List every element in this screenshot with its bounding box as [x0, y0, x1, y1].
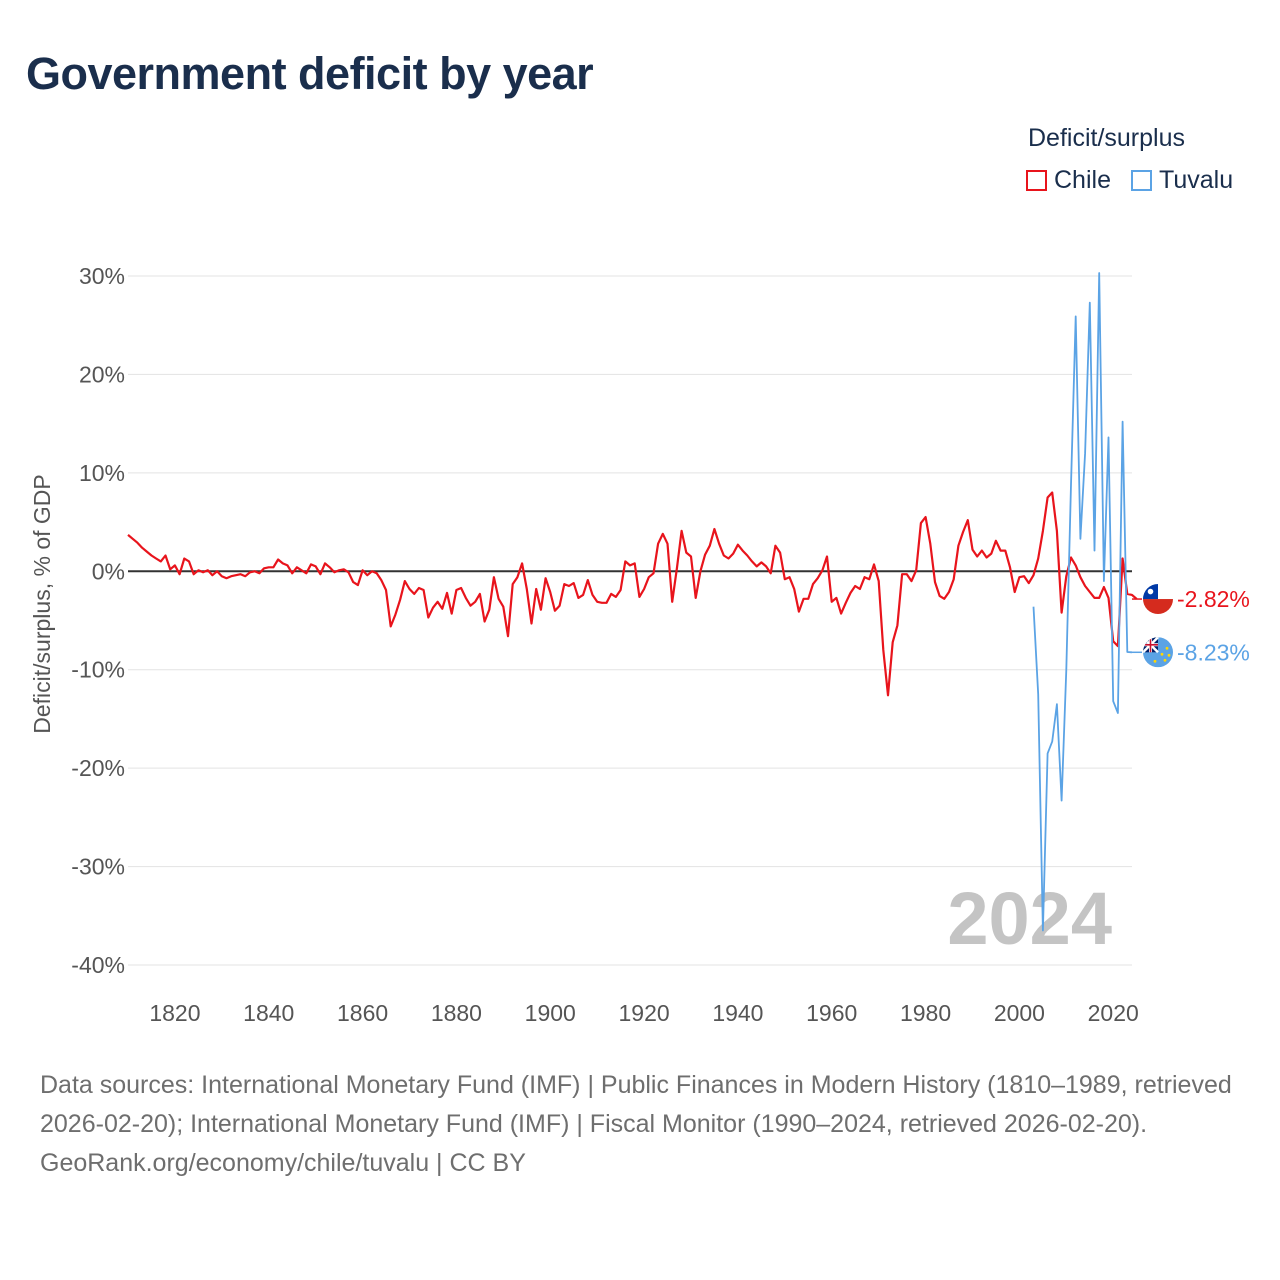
tuvalu-flag-icon	[1143, 637, 1173, 668]
end-label-tuvalu: -8.23%	[1177, 639, 1250, 665]
x-tick-label: 2000	[994, 1000, 1045, 1026]
page-title: Government deficit by year	[26, 48, 594, 99]
data-sources: Data sources: International Monetary Fun…	[40, 1071, 1232, 1138]
x-tick-label: 1960	[806, 1000, 857, 1026]
x-tick-label: 1860	[337, 1000, 388, 1026]
source-link[interactable]: GeoRank.org/economy/chile/tuvalu | CC BY	[40, 1149, 526, 1177]
legend-label-tuvalu: Tuvalu	[1158, 166, 1234, 194]
end-label-chile: -2.82%	[1177, 586, 1250, 612]
y-tick-label: 10%	[79, 460, 125, 486]
y-tick-label: -40%	[71, 952, 125, 978]
legend-swatch-tuvalu	[1130, 170, 1152, 191]
chile-flag-icon	[1143, 584, 1173, 615]
legend-label-chile: Chile	[1054, 166, 1111, 194]
legend-swatch-chile	[1026, 170, 1047, 191]
legend-title: Deficit/surplus	[1028, 124, 1185, 152]
x-tick-label: 2020	[1088, 1000, 1139, 1026]
x-tick-label: 1880	[431, 1000, 482, 1026]
y-axis-label: Deficit/surplus, % of GDP	[29, 474, 55, 733]
footer: Data sources: International Monetary Fun…	[40, 1066, 1240, 1183]
x-tick-label: 1940	[712, 1000, 763, 1026]
y-tick-label: -10%	[71, 657, 125, 683]
x-tick-label: 1920	[618, 1000, 669, 1026]
legend-item-tuvalu[interactable]: Tuvalu	[1130, 166, 1234, 195]
line-chart: 30% 20% 10% 0% -10% -20% -30% -40% 1820 1840 1860…	[29, 263, 1250, 1026]
y-tick-label: 0%	[92, 558, 125, 584]
series-line-tuvalu	[1032, 272, 1133, 932]
y-tick-label: -20%	[71, 755, 125, 781]
x-tick-label: 1980	[900, 1000, 951, 1026]
y-tick-label: 30%	[79, 263, 125, 289]
y-tick-label: -30%	[71, 854, 125, 880]
y-tick-label: 20%	[79, 361, 125, 387]
year-watermark: 2024	[947, 877, 1112, 960]
legend: Chile Tuvalu	[1026, 166, 1253, 195]
x-tick-label: 1840	[243, 1000, 294, 1026]
x-tick-label: 1900	[525, 1000, 576, 1026]
series-line-chile	[127, 491, 1138, 697]
legend-item-chile[interactable]: Chile	[1026, 166, 1111, 195]
x-tick-label: 1820	[149, 1000, 200, 1026]
